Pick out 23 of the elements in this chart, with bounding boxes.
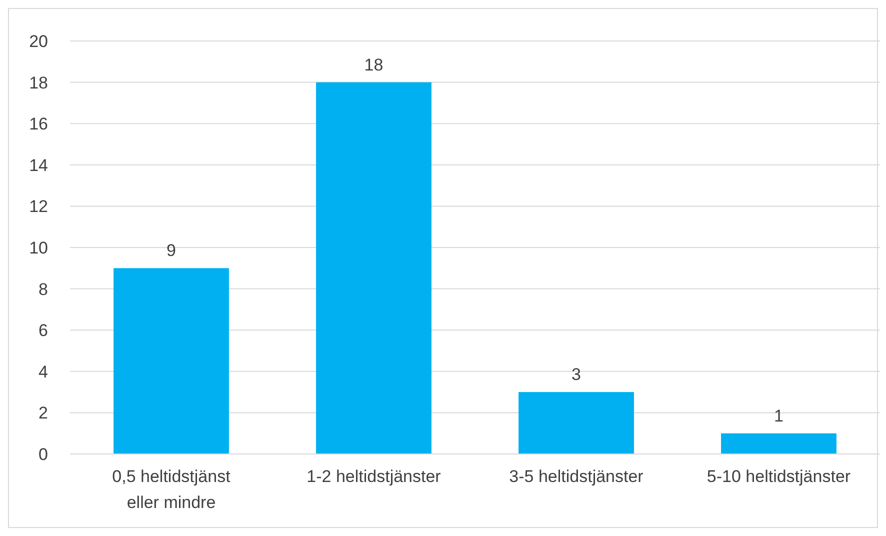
data-label: 18 [364, 55, 384, 74]
y-tick-label: 16 [29, 114, 48, 134]
y-tick-label: 8 [38, 280, 48, 299]
y-tick-label: 20 [29, 32, 48, 51]
data-label: 9 [166, 241, 176, 260]
x-tick-label: 0,5 heltidstjänst eller mindre [112, 467, 231, 512]
bar [721, 433, 836, 454]
y-tick-label: 10 [29, 238, 48, 258]
bar [316, 82, 432, 454]
x-tick-label: 1-2 heltidstjänster [306, 467, 442, 486]
x-tick-label: 3-5 heltidstjänster [509, 467, 644, 486]
y-tick-label: 14 [29, 156, 48, 175]
x-tick-label: 5-10 heltidstjänster [706, 467, 851, 486]
y-tick-label: 0 [38, 444, 48, 464]
y-tick-label: 18 [29, 73, 48, 92]
bar [518, 392, 634, 454]
data-label: 1 [774, 406, 784, 426]
y-tick-label: 6 [38, 321, 48, 340]
data-label: 3 [572, 365, 581, 384]
y-tick-label: 2 [38, 404, 48, 423]
bar [114, 268, 229, 454]
y-tick-label: 4 [38, 362, 48, 382]
y-tick-label: 12 [29, 197, 48, 216]
